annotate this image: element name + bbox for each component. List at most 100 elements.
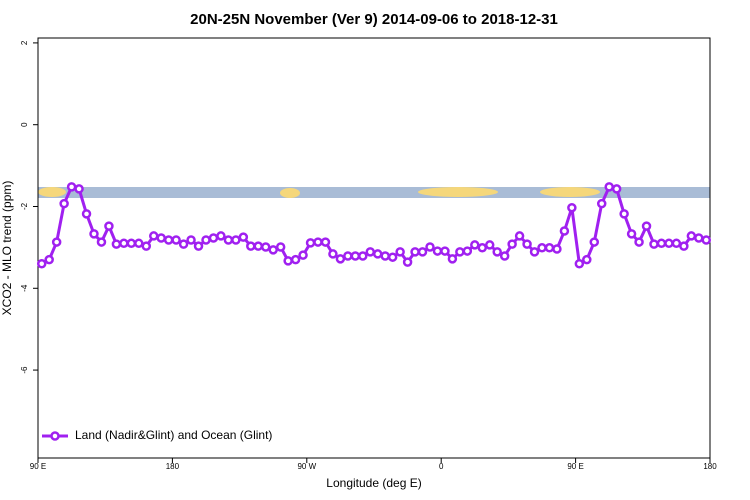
data-point	[134, 238, 144, 249]
data-point	[51, 237, 62, 247]
x-tick-label: 0	[439, 462, 444, 471]
data-point	[298, 250, 308, 260]
data-point	[656, 238, 667, 249]
data-point	[328, 249, 338, 259]
x-tick-label: 180	[166, 462, 180, 471]
data-point	[477, 243, 488, 253]
data-point	[671, 238, 682, 249]
data-point	[410, 247, 420, 257]
data-point	[589, 237, 600, 247]
data-point	[611, 184, 622, 194]
data-point	[567, 202, 577, 213]
legend-label: Land (Nadir&Glint) and Ocean (Glint)	[75, 428, 272, 442]
data-point	[686, 231, 697, 241]
data-point	[81, 209, 92, 219]
data-point	[238, 232, 249, 242]
data-point	[313, 237, 323, 247]
data-point	[141, 241, 152, 251]
legend-marker	[50, 431, 60, 441]
data-point	[679, 241, 689, 251]
data-point	[320, 237, 331, 247]
data-point	[223, 235, 234, 245]
data-point	[440, 246, 450, 256]
data-point	[462, 246, 473, 256]
data-point	[470, 240, 480, 250]
data-point	[395, 247, 405, 257]
data-point	[350, 251, 361, 261]
y-axis-label: XCO2 - MLO trend (ppm)	[0, 181, 14, 316]
data-point	[193, 241, 204, 251]
data-point	[178, 239, 189, 249]
data-point	[290, 254, 301, 265]
data-point	[544, 243, 555, 253]
data-point	[402, 257, 413, 267]
data-point	[417, 247, 428, 257]
data-point	[649, 239, 659, 249]
data-point	[44, 254, 54, 265]
chart-title: 20N-25N November (Ver 9) 2014-09-06 to 2…	[190, 11, 558, 28]
data-point	[208, 233, 219, 243]
data-point	[522, 239, 532, 249]
data-point	[694, 233, 704, 243]
data-point	[507, 239, 517, 249]
data-point	[163, 235, 174, 245]
data-point	[268, 245, 278, 255]
data-point	[156, 233, 166, 243]
data-point	[365, 247, 376, 257]
data-point	[36, 258, 47, 269]
data-point	[148, 231, 159, 241]
data-point	[66, 182, 77, 192]
data-point	[171, 235, 181, 245]
data-point	[119, 238, 129, 249]
y-tick-label: -4	[20, 284, 29, 292]
data-point	[343, 251, 353, 261]
data-point	[582, 254, 592, 265]
data-point	[275, 242, 286, 252]
x-tick-label: 90 E	[30, 462, 46, 471]
data-point	[559, 226, 570, 236]
data-point	[387, 252, 398, 262]
data-point	[634, 237, 644, 247]
data-point	[372, 249, 383, 259]
data-point	[89, 229, 99, 239]
data-point	[499, 251, 510, 261]
x-tick-label: 90 W	[297, 462, 316, 471]
data-point	[604, 182, 614, 192]
data-point	[283, 256, 293, 266]
data-point	[201, 235, 211, 245]
data-point	[574, 258, 585, 269]
x-axis-label: Longitude (deg E)	[326, 476, 421, 490]
x-tick-label: 180	[703, 462, 717, 471]
plot-frame	[37, 37, 711, 459]
y-tick-label: -2	[20, 202, 29, 210]
data-point	[626, 229, 637, 239]
data-point	[231, 235, 241, 245]
data-point	[104, 221, 114, 231]
data-point	[455, 247, 465, 257]
data-point	[246, 241, 256, 251]
data-point	[552, 244, 562, 254]
data-point	[111, 239, 122, 249]
data-point	[59, 198, 69, 209]
data-point	[186, 235, 196, 245]
data-point	[260, 242, 271, 252]
data-point	[641, 221, 652, 231]
data-point	[425, 242, 435, 252]
data-point	[492, 247, 502, 257]
data-point	[432, 246, 443, 256]
y-tick-label: -6	[20, 366, 29, 374]
data-point	[619, 209, 629, 219]
data-point	[529, 247, 540, 257]
data-point	[380, 251, 390, 261]
data-point	[358, 251, 368, 261]
data-point	[484, 240, 495, 250]
data-point	[74, 184, 84, 194]
data-point	[126, 238, 137, 249]
data-point	[305, 238, 316, 248]
x-tick-label: 90 E	[567, 462, 583, 471]
data-point	[701, 235, 712, 245]
data-point	[664, 238, 674, 249]
data-point	[514, 231, 525, 241]
map-strip	[38, 187, 710, 198]
